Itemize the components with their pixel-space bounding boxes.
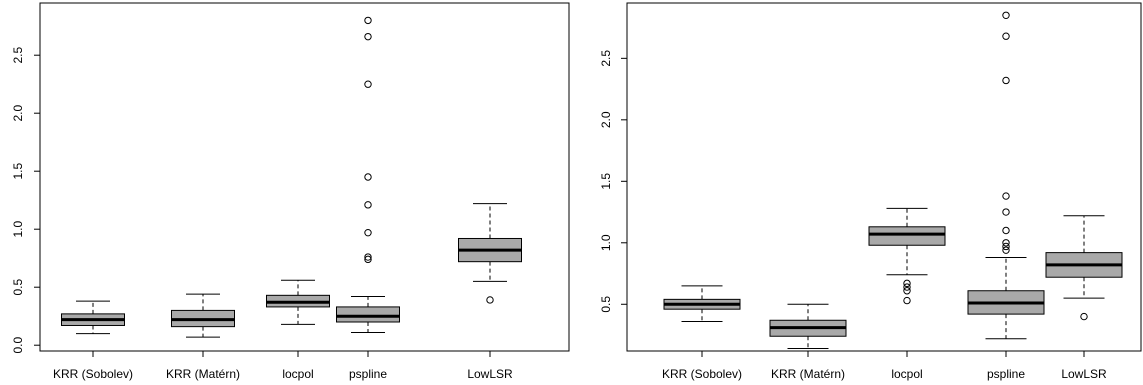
x-category-label: locpol [891, 367, 922, 381]
box-iqr [868, 226, 946, 246]
outlier-point [364, 228, 372, 237]
outlier-point [486, 296, 494, 304]
x-category-label: KRR (Matérn) [771, 367, 845, 381]
x-category-label: pspline [349, 367, 387, 381]
y-tick-label: 0.5 [11, 279, 25, 296]
boxplot-panel-left: 0.0 0.5 1.0 1.5 2.0 2.5 KRR (Sobolev) KRR (Maté… [11, 2, 570, 381]
outlier-point [1002, 226, 1010, 235]
x-category-label: locpol [282, 367, 313, 381]
y-tick-label: 0.0 [11, 337, 25, 354]
outlier-point [1002, 246, 1010, 254]
outlier-point [1002, 239, 1010, 247]
x-category-label: pspline [987, 367, 1025, 381]
outlier-point [364, 32, 372, 41]
boxplot-panel-right: 0.5 1.0 1.5 2.0 2.5 KRR (Sobolev) KRR (Matérn)… [599, 2, 1142, 381]
y-tick-label: 2.0 [599, 111, 613, 128]
x-category-label: KRR (Sobolev) [662, 367, 742, 381]
outlier-point [1002, 242, 1010, 251]
outlier-point [364, 80, 372, 88]
outlier-point [1002, 11, 1010, 19]
y-tick-label: 1.5 [11, 163, 25, 180]
outlier-point [364, 255, 372, 264]
outlier-point [364, 173, 372, 181]
x-category-label: LowLSR [1061, 367, 1107, 381]
y-tick-label: 2.5 [11, 47, 25, 64]
outlier-point [903, 283, 911, 291]
y-tick-label: 1.0 [599, 234, 613, 251]
y-tick-label: 0.5 [599, 296, 613, 313]
outlier-point [1002, 192, 1010, 200]
outlier-point [1080, 312, 1088, 321]
box-iqr [336, 306, 400, 323]
plot-frame [39, 2, 570, 352]
outlier-point [1002, 76, 1010, 85]
outlier-point [364, 201, 372, 209]
outlier-point [364, 253, 372, 261]
y-tick-label: 1.5 [599, 173, 613, 190]
outlier-point [903, 296, 911, 305]
y-tick-label: 1.0 [11, 221, 25, 238]
outlier-point [1002, 208, 1010, 216]
outlier-point [1002, 32, 1010, 40]
x-category-label: KRR (Matérn) [166, 367, 240, 381]
plot-frame [626, 2, 1142, 352]
y-tick-label: 2.0 [11, 105, 25, 122]
x-category-label: KRR (Sobolev) [53, 367, 133, 381]
x-category-label: LowLSR [467, 367, 513, 381]
outlier-point [903, 287, 911, 295]
outlier-point [903, 279, 911, 288]
outlier-point [364, 16, 372, 25]
y-tick-label: 2.5 [599, 50, 613, 67]
